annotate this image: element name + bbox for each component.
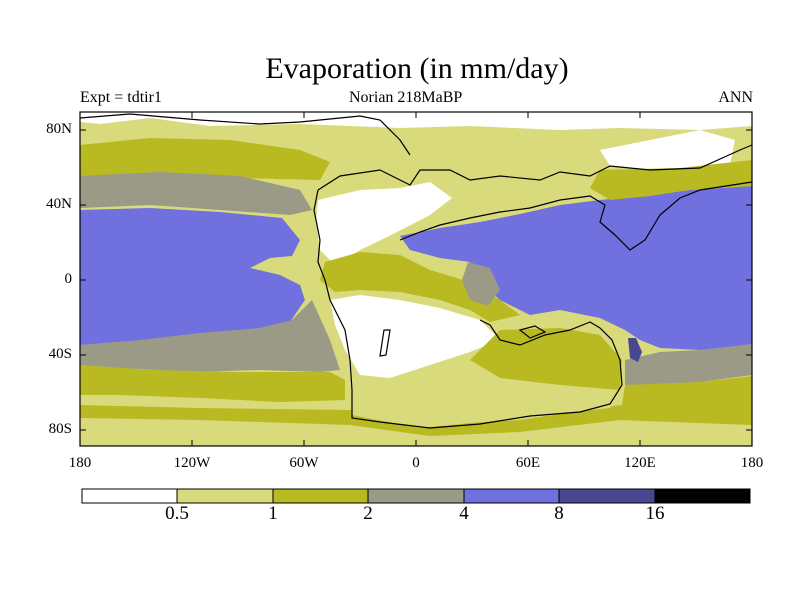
colorbar-level-label: 8 bbox=[554, 503, 564, 524]
period-label: Norian 218MaBP bbox=[349, 89, 463, 106]
colorbar-box-0 bbox=[81, 488, 178, 504]
x-tick-label: 180 bbox=[740, 455, 764, 471]
colorbar-level-label: 0.5 bbox=[165, 503, 189, 524]
x-tick-label: 120E bbox=[624, 455, 656, 471]
x-tick-label: 60W bbox=[289, 455, 319, 471]
tethys-grey-inlet bbox=[462, 262, 500, 306]
season-label: ANN bbox=[718, 89, 753, 106]
interior-olive-region bbox=[320, 252, 520, 322]
desert-white-north bbox=[316, 182, 452, 265]
east-olive-north bbox=[590, 160, 752, 200]
colorbar-box-2 bbox=[272, 488, 369, 504]
south-olive-band bbox=[80, 365, 345, 402]
colorbar-box-1 bbox=[176, 488, 274, 504]
experiment-label: Expt = tdtir1 bbox=[80, 89, 162, 106]
colorbar-level-label: 16 bbox=[645, 503, 665, 524]
colorbar-box-3 bbox=[367, 488, 465, 504]
arctic-white-region bbox=[80, 112, 752, 130]
y-tick-label: 80N bbox=[46, 121, 72, 137]
x-tick-label: 180 bbox=[68, 455, 92, 471]
evaporation-field bbox=[80, 112, 752, 446]
y-tick-label: 0 bbox=[64, 271, 73, 287]
y-tick-label: 40N bbox=[46, 196, 72, 212]
east-grey-south bbox=[625, 344, 752, 386]
south-grey-band bbox=[80, 300, 340, 372]
east-olive-south bbox=[622, 376, 752, 412]
tethys-blue-region bbox=[400, 186, 752, 350]
y-tick-label: 80S bbox=[48, 421, 72, 437]
arctic-white-east bbox=[600, 130, 735, 170]
south-interior-olive bbox=[470, 328, 622, 390]
colorbar-level-label: 1 bbox=[268, 503, 278, 524]
axis-ticks bbox=[80, 112, 752, 446]
southern-olive-strip bbox=[80, 405, 752, 436]
pacific-blue-region bbox=[80, 208, 305, 345]
colorbar-level-label: 2 bbox=[363, 503, 373, 524]
colorbar bbox=[81, 488, 751, 504]
map-title: Evaporation (in mm/day) bbox=[265, 52, 569, 85]
colorbar-box-4 bbox=[463, 488, 560, 504]
north-olive-band bbox=[80, 138, 330, 180]
x-tick-label: 0 bbox=[412, 455, 420, 471]
x-tick-label: 60E bbox=[515, 455, 541, 471]
x-tick-label: 120W bbox=[173, 455, 211, 471]
desert-white-south bbox=[330, 295, 500, 378]
north-grey-band bbox=[80, 172, 312, 215]
coastlines bbox=[79, 113, 753, 429]
colorbar-level-label: 4 bbox=[459, 503, 469, 524]
y-tick-label: 40S bbox=[48, 346, 72, 362]
dark-blue-patch bbox=[628, 338, 642, 362]
colorbar-box-6 bbox=[654, 488, 751, 504]
colorbar-box-5 bbox=[558, 488, 656, 504]
